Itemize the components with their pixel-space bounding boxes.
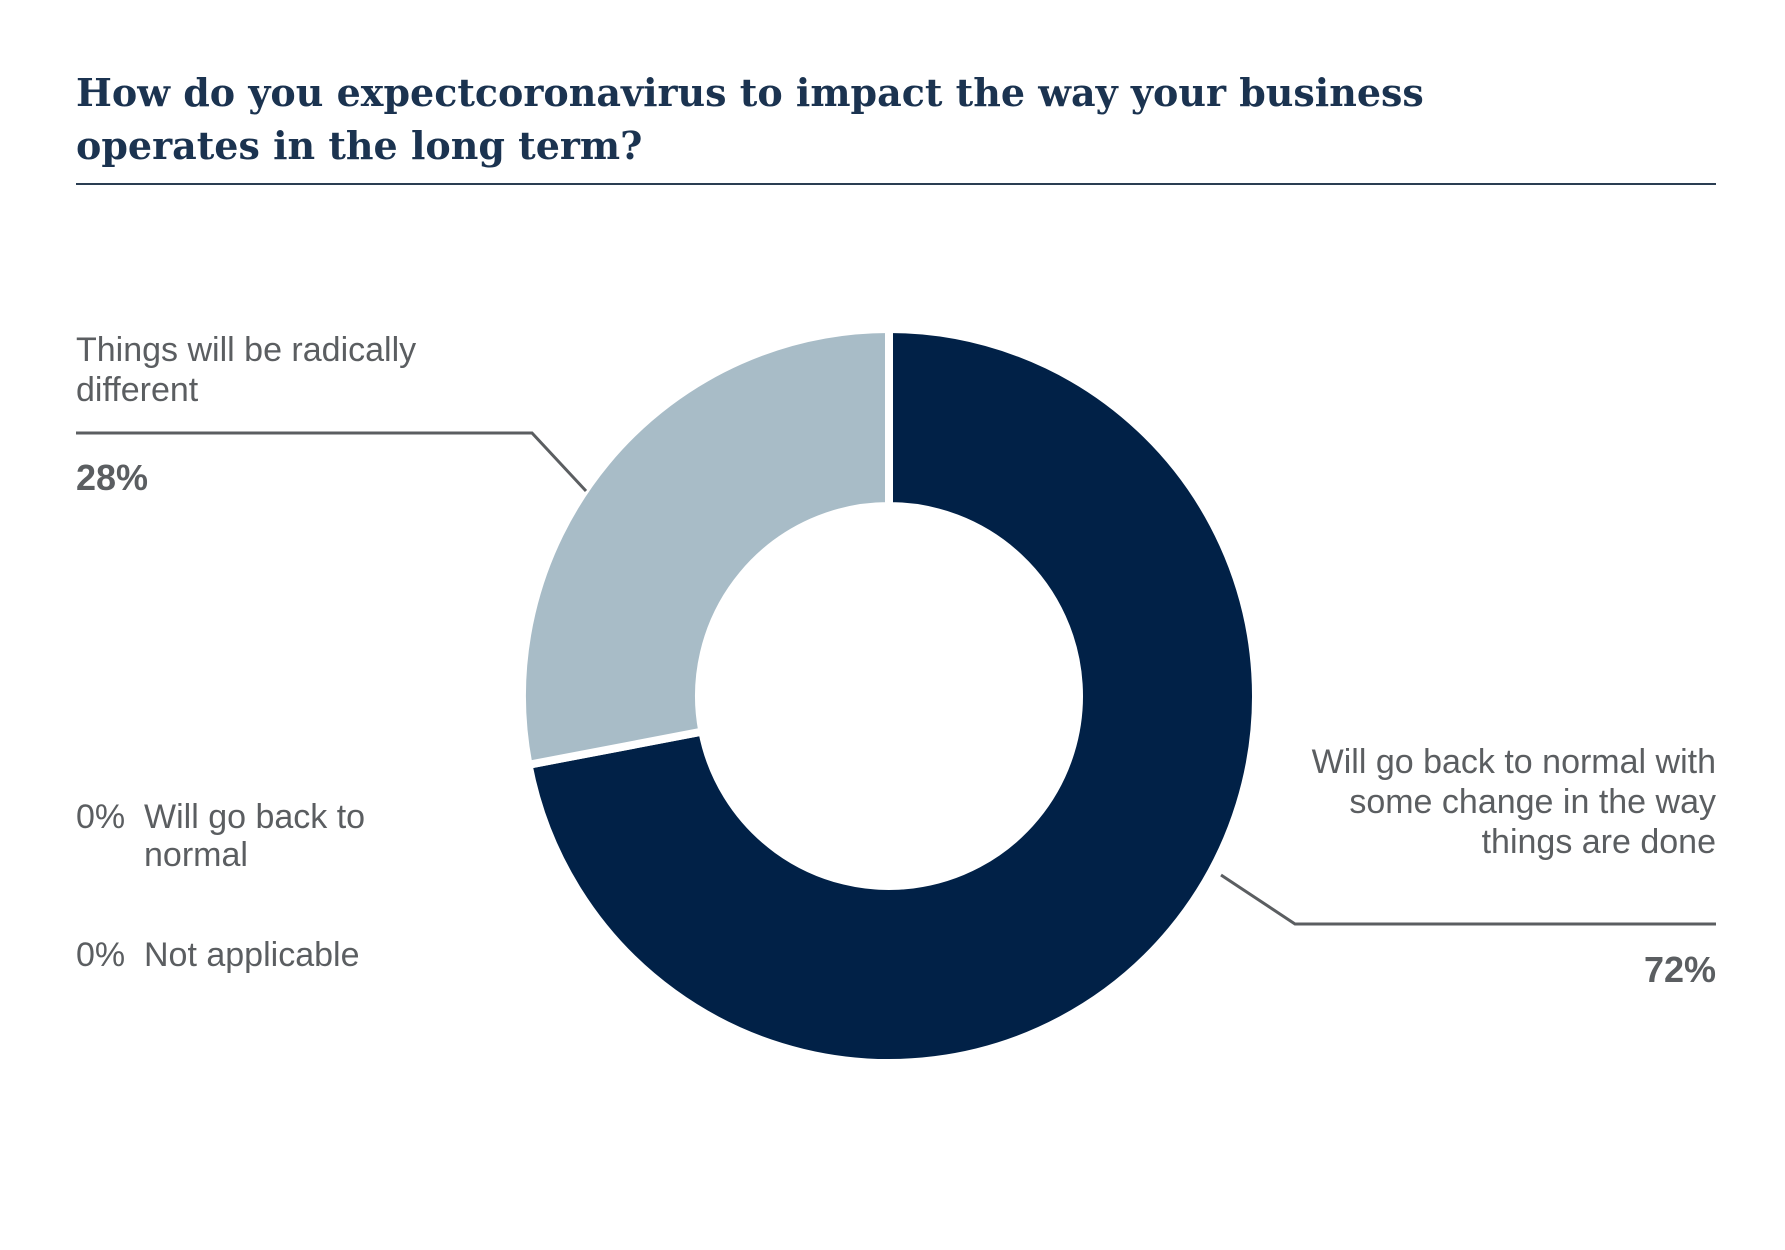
slice-label-back-to-normal-with-change: Will go back to normal with some change … <box>1311 743 1716 861</box>
slice-value-back-to-normal-with-change: 72% <box>1643 949 1716 990</box>
zero-item-label: Will go back to normal <box>144 798 366 874</box>
chart-title: How do you expectcoronavirus to impact t… <box>76 70 1424 168</box>
zero-item-label: Not applicable <box>144 936 360 974</box>
zero-item-value: 0% <box>76 936 126 974</box>
leader-line-radically-different <box>76 431 588 493</box>
zero-item-value: 0% <box>76 798 126 836</box>
slice-back-to-normal-with-change <box>523 324 1260 1067</box>
leader-line-back-to-normal-with-change <box>1220 873 1716 926</box>
title-divider <box>76 183 1716 185</box>
zero-item-back-to-normal: 0% Will go back to normal <box>76 798 404 874</box>
slice-label-radically-different: Things will be radically different <box>76 331 417 409</box>
slice-value-radically-different: 28% <box>76 457 149 498</box>
slice-radically-different <box>518 324 893 770</box>
zero-item-not-applicable: 0% Not applicable <box>76 936 404 974</box>
